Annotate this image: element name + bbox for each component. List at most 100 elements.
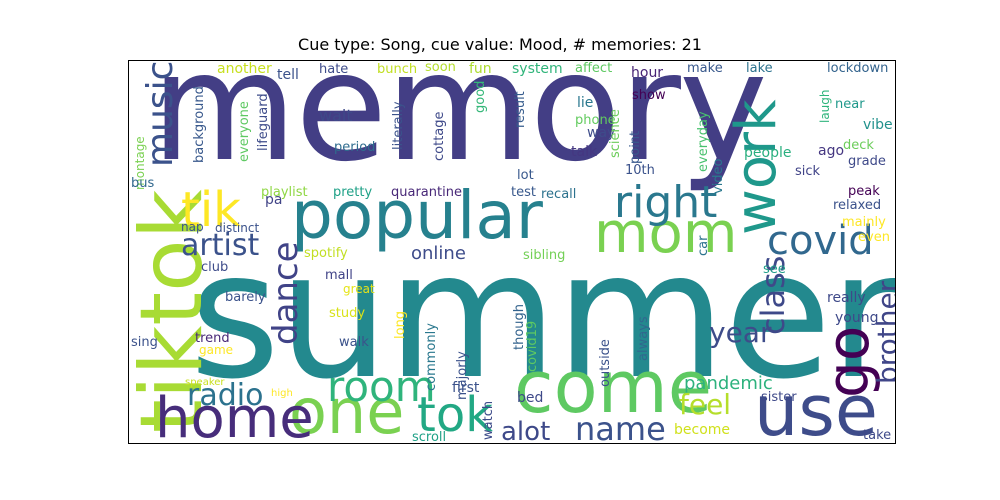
- figure-title: Cue type: Song, cue value: Mood, # memor…: [298, 35, 702, 54]
- word-sing: sing: [131, 335, 158, 350]
- word-alot: alot: [501, 417, 551, 444]
- word-feel: feel: [679, 388, 732, 421]
- word-speaker: speaker: [185, 377, 225, 388]
- word-walk: walk: [339, 335, 369, 350]
- word-quarantine: quarantine: [391, 185, 462, 200]
- word-pa: pa: [265, 192, 283, 208]
- word-background: background: [192, 86, 207, 163]
- word-pandemic: pandemic: [684, 373, 773, 394]
- word-10th: 10th: [625, 163, 655, 178]
- word-go: go: [814, 325, 882, 398]
- word-popular: popular: [291, 177, 543, 254]
- word-talk: talk: [571, 144, 598, 160]
- word-lockdown: lockdown: [827, 61, 889, 76]
- word-sibling: sibling: [523, 248, 566, 263]
- word-video: video: [711, 158, 726, 194]
- word-fun: fun: [469, 61, 492, 77]
- word-even: even: [858, 230, 890, 245]
- word-work: work: [724, 99, 789, 235]
- word-hate: hate: [319, 62, 349, 77]
- word-grade: grade: [848, 154, 886, 169]
- word-pretty: pretty: [333, 185, 373, 200]
- word-dance: dance: [266, 241, 306, 345]
- word-watch: watch: [481, 400, 496, 440]
- word-cloud: memory summer popular tik tok come use one home m…: [128, 60, 896, 444]
- word-see: see: [763, 262, 786, 277]
- word-lie: lie: [577, 95, 594, 111]
- word-show: show: [632, 88, 666, 103]
- word-right: right: [614, 177, 718, 228]
- word-relaxed: relaxed: [833, 198, 882, 213]
- word-young: young: [835, 310, 879, 326]
- word-trend: trend: [195, 331, 230, 346]
- word-lake: lake: [746, 61, 773, 76]
- word-club: club: [201, 260, 229, 275]
- word-take: take: [863, 428, 892, 443]
- word-long: long: [393, 310, 408, 339]
- word-near: near: [835, 97, 865, 112]
- word-deck: deck: [843, 138, 874, 153]
- word-artist: artist: [181, 228, 260, 263]
- word-tik: tik: [181, 182, 241, 238]
- word-memory: memory: [151, 60, 768, 195]
- word-high: high: [271, 388, 293, 399]
- word-lot: lot: [517, 168, 534, 183]
- word-use: use: [754, 370, 878, 444]
- word-great: great: [343, 282, 375, 296]
- word-outside: outside: [598, 339, 613, 387]
- word-mom: mom: [594, 201, 738, 266]
- word-test: test: [511, 185, 536, 200]
- word-music: music: [140, 60, 181, 167]
- word-vibe: vibe: [863, 117, 893, 133]
- word-result: result: [513, 91, 528, 128]
- word-ago: ago: [818, 143, 845, 159]
- word-room: room: [327, 362, 436, 411]
- word-commonly: commonly: [424, 323, 439, 391]
- word-another: another: [217, 61, 272, 77]
- word-online: online: [411, 243, 466, 264]
- word-really: really: [827, 290, 866, 306]
- word-laugh: laugh: [818, 89, 832, 123]
- word-name: name: [575, 410, 666, 444]
- word-hour: hour: [631, 65, 664, 81]
- word-study: study: [329, 306, 366, 321]
- word-year: year: [709, 316, 772, 349]
- word-people: people: [744, 145, 792, 161]
- word-science: science: [608, 109, 623, 158]
- word-nap: nap: [181, 220, 204, 234]
- word-good: good: [473, 80, 488, 113]
- word-soon: soon: [425, 60, 456, 75]
- word-covid19: covid19: [525, 320, 540, 372]
- word-come: come: [514, 345, 713, 429]
- word-home: home: [155, 386, 314, 444]
- word-period: period: [334, 140, 376, 155]
- word-spotify: spotify: [304, 246, 348, 261]
- word-mall: mall: [325, 268, 353, 283]
- word-system: system: [512, 61, 563, 77]
- word-brother: brother: [871, 280, 896, 384]
- word-summer: summer: [189, 215, 896, 418]
- word-sick: sick: [795, 164, 821, 179]
- word-mainly: mainly: [842, 215, 886, 230]
- word-point: point: [628, 130, 643, 164]
- word-scroll: scroll: [412, 430, 447, 444]
- word-everyday: everyday: [696, 111, 711, 172]
- word-everyone: everyone: [237, 101, 252, 162]
- word-literally: literally: [391, 101, 406, 150]
- word-cottage: cottage: [432, 111, 447, 161]
- word-game: game: [199, 343, 234, 357]
- word-peak: peak: [848, 184, 880, 199]
- word-barely: barely: [225, 290, 266, 305]
- word-first: first: [452, 380, 480, 396]
- word-tell: tell: [277, 67, 299, 83]
- word-way: way: [587, 125, 616, 141]
- word-covid: covid: [767, 218, 874, 264]
- word-make: make: [687, 61, 723, 76]
- word-radio: radio: [187, 378, 264, 413]
- word-one: one: [289, 375, 405, 444]
- word-become: become: [674, 422, 731, 438]
- word-phone: phone: [575, 113, 616, 128]
- word-bus: bus: [131, 176, 155, 191]
- word-distinct: distinct: [215, 221, 260, 235]
- word-sister: sister: [761, 390, 797, 405]
